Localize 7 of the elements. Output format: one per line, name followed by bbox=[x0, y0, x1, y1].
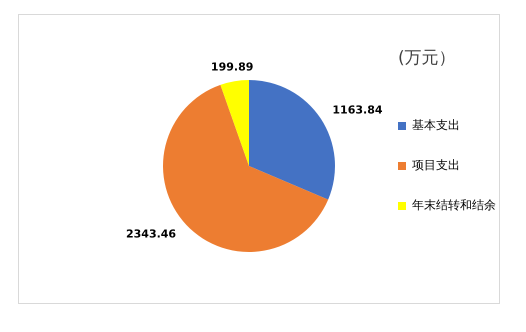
legend-label: 年末结转和结余 bbox=[412, 198, 496, 212]
chart-title: (万元） bbox=[398, 47, 456, 69]
data-label: 199.89 bbox=[210, 60, 254, 74]
data-label: 1163.84 bbox=[332, 104, 383, 117]
data-label: 2343.46 bbox=[126, 227, 176, 240]
legend-label: 项目支出 bbox=[412, 158, 460, 172]
legend-label: 基本支出 bbox=[412, 118, 460, 132]
